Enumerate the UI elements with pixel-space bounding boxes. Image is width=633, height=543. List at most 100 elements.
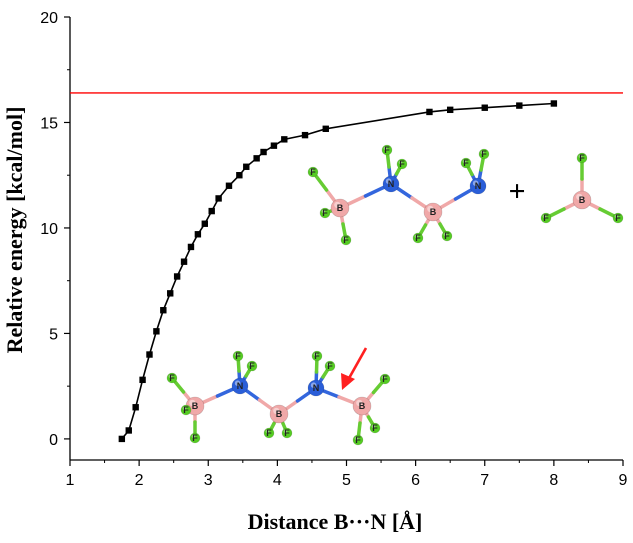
y-tick-label: 15 [40, 115, 58, 132]
atom-F [441, 230, 453, 242]
data-point [139, 376, 146, 384]
axes: 1 2 3 4 5 6 7 8 9 0 5 10 15 20 [40, 10, 627, 489]
atom-F [369, 422, 381, 434]
atom-highlight [313, 352, 318, 356]
atom-label: F [463, 158, 469, 168]
atom-highlight [371, 424, 376, 428]
y-tick-label: 0 [49, 432, 58, 449]
atom-B [330, 198, 350, 218]
atom-label: F [183, 405, 189, 415]
atom-highlight [385, 178, 392, 184]
red-arrow [341, 347, 368, 390]
atom-label: F [444, 231, 450, 241]
atom-label: F [314, 351, 320, 361]
atom-highlight [273, 407, 280, 414]
atom-highlight [472, 180, 479, 186]
atom-label: F [382, 374, 388, 384]
data-point [243, 163, 250, 170]
atom-F [166, 372, 178, 384]
atom-label: N [475, 181, 482, 191]
atom-F [352, 434, 364, 446]
y-axis-title: Relative energy [kcal/mol] [2, 107, 27, 354]
atom-F [311, 350, 323, 362]
data-point [225, 182, 233, 189]
atom-F [324, 360, 336, 372]
atom-label: B [430, 207, 437, 217]
atom-label: F [481, 149, 487, 159]
atom-highlight [191, 434, 196, 438]
atom-F [189, 432, 201, 444]
atom-F [281, 427, 293, 439]
atom-F [263, 427, 275, 439]
atom-highlight [427, 205, 434, 213]
y-tick-label: 5 [49, 326, 58, 343]
atom-label: F [310, 167, 316, 177]
atom-label: B [579, 195, 586, 205]
atom-highlight [381, 375, 386, 379]
data-point [260, 148, 267, 156]
atom-F [180, 404, 192, 416]
atom-label: F [343, 235, 349, 245]
arrow-shaft [346, 347, 368, 381]
atom-label: B [192, 401, 199, 411]
data-point [194, 231, 202, 238]
x-tick-label: 8 [549, 472, 558, 489]
atom-N [231, 377, 249, 395]
atom-highlight [326, 362, 331, 366]
data-point [426, 108, 433, 116]
data-point [167, 290, 174, 297]
atom-F [381, 144, 393, 156]
atom-label: F [249, 361, 255, 371]
atom-F [576, 152, 588, 164]
atom-highlight [342, 236, 347, 240]
atom-highlight [283, 429, 288, 433]
molecule-bf3: B F F F [540, 152, 624, 224]
data-point [153, 328, 160, 335]
data-point [125, 427, 132, 434]
data-point [215, 195, 222, 202]
atom-F [396, 158, 408, 170]
x-tick-label: 7 [480, 472, 489, 489]
atom-F [232, 350, 244, 362]
x-tick-label: 4 [273, 472, 282, 489]
atom-label: F [384, 145, 390, 155]
data-point [301, 131, 309, 139]
data-point [481, 104, 488, 111]
atom-B [572, 190, 592, 210]
atom-label: F [284, 428, 290, 438]
atom-N [469, 177, 487, 195]
atom-label: N [237, 381, 244, 391]
atom-highlight [614, 214, 619, 218]
atom-F [540, 212, 552, 224]
atom-label: F [372, 423, 378, 433]
atom-highlight [334, 201, 341, 209]
atom-highlight [578, 154, 583, 158]
atom-N [307, 379, 325, 397]
data-point [180, 258, 188, 265]
atom-highlight [576, 193, 583, 201]
x-axis-title: Distance B···N [Å] [248, 509, 423, 534]
atom-F [412, 232, 424, 244]
data-point [132, 404, 139, 411]
atom-label: F [399, 159, 405, 169]
data-point [146, 351, 153, 358]
atom-B [269, 404, 289, 424]
atom-label: N [388, 179, 395, 189]
atom-highlight [248, 362, 253, 366]
atom-F [460, 157, 472, 169]
x-tick-label: 6 [411, 472, 420, 489]
atom-F [478, 148, 490, 160]
data-point [446, 106, 454, 114]
atom-F [319, 207, 331, 219]
atom-highlight [182, 406, 187, 410]
atom-highlight [310, 382, 317, 389]
atom-label: F [235, 351, 241, 361]
atom-F [612, 212, 624, 224]
atom-label: B [359, 401, 366, 411]
atom-label: B [337, 203, 344, 213]
x-tick-label: 9 [619, 472, 628, 489]
